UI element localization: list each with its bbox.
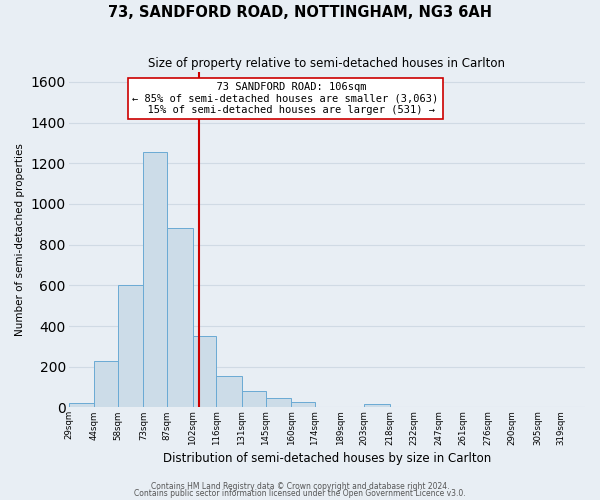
Bar [193,336,217,407]
Bar [266,398,291,407]
Bar [167,228,193,408]
Bar [118,286,143,408]
Title: Size of property relative to semi-detached houses in Carlton: Size of property relative to semi-detach… [148,58,505,70]
Text: Contains HM Land Registry data © Crown copyright and database right 2024.: Contains HM Land Registry data © Crown c… [151,482,449,491]
Bar [143,152,167,407]
Y-axis label: Number of semi-detached properties: Number of semi-detached properties [15,143,25,336]
X-axis label: Distribution of semi-detached houses by size in Carlton: Distribution of semi-detached houses by … [163,452,491,465]
Bar [364,404,389,407]
Text: Contains public sector information licensed under the Open Government Licence v3: Contains public sector information licen… [134,489,466,498]
Bar [68,404,94,407]
Text: 73 SANDFORD ROAD: 106sqm
← 85% of semi-detached houses are smaller (3,063)
  15%: 73 SANDFORD ROAD: 106sqm ← 85% of semi-d… [133,82,439,115]
Bar [94,360,118,408]
Bar [217,376,242,408]
Bar [242,391,266,407]
Text: 73, SANDFORD ROAD, NOTTINGHAM, NG3 6AH: 73, SANDFORD ROAD, NOTTINGHAM, NG3 6AH [108,5,492,20]
Bar [291,402,315,407]
